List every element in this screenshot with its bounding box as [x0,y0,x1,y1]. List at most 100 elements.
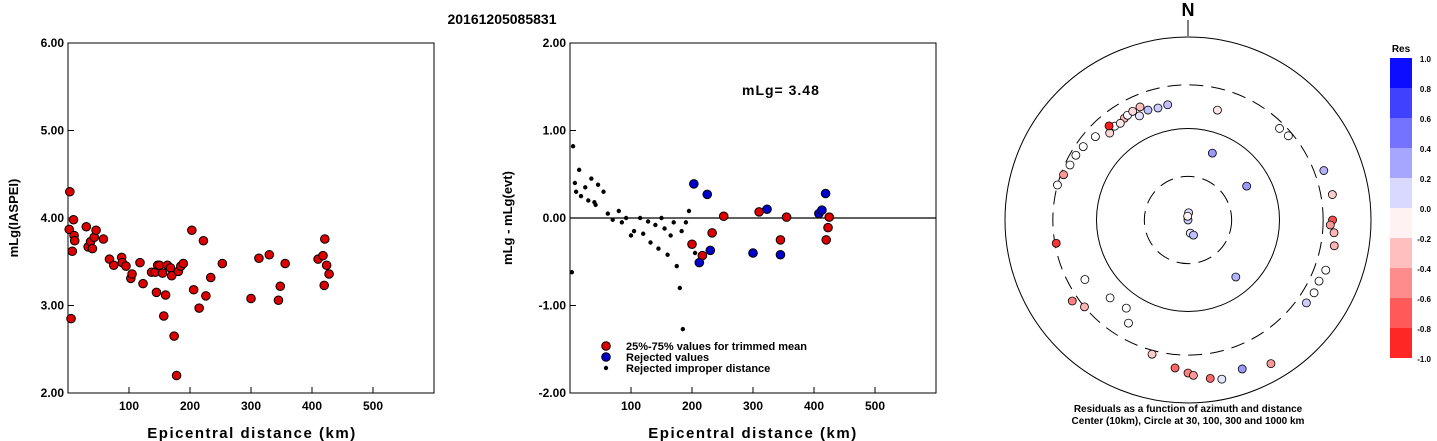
station-residual-point [1065,160,1075,170]
plot2-rejected-distance-point [569,270,575,275]
residual-vs-distance-panel: mLg - mLg(evt) Epicentral distance (km) … [500,36,937,441]
plot2-trimmed-mean-point [687,239,697,250]
plot1-data-point [178,258,189,269]
plot1-data-point [201,291,211,301]
station-residual-point [1329,241,1339,251]
range-ring-30km [1143,175,1233,265]
plot1-data-point [160,290,171,300]
range-ring-300km [1052,84,1324,356]
station-residual-point [1104,121,1114,131]
plot2-rejected-distance-point [668,233,673,238]
colorbar-tick-label: 0.0 [1420,205,1432,214]
plot2-rejected-distance-point [593,202,598,208]
plot1-data-point [217,258,228,269]
plot2-xtick-label: 500 [865,399,885,413]
plot1-data-point [275,281,286,292]
plot2-rejected-distance-point [570,144,576,149]
plot1-data-point [166,270,177,281]
legend-marker [601,352,611,362]
plot2-rejected-distance-point [659,215,664,221]
plot1-data-point [108,260,119,271]
plot2-xtick-label: 300 [743,399,763,413]
plot2-rejected-distance-point [648,240,653,245]
legend-marker [601,341,611,351]
plot1-data-point [157,268,168,278]
colorbar-band [1390,118,1412,148]
colorbar-band [1390,58,1412,88]
plot2-trimmed-mean-point [718,211,729,222]
station-residual-point [1143,105,1153,115]
plot1-data-point [169,331,179,341]
station-residual-point [1213,105,1222,115]
figure-title: 20161205085831 [447,11,556,27]
plot2-annotation: mLg= 3.48 [742,82,820,98]
plot1-data-point [324,269,334,279]
plot2-ylabel: mLg - mLg(evt) [500,171,515,265]
plot1-data-point [67,246,78,257]
plot1-data-point [319,280,330,291]
plot2-rejected-distance-point [677,285,682,291]
plot2-rejected-distance-point [679,228,684,234]
plot1-data-point [320,234,330,244]
plot1-ytick-label: 5.00 [41,124,65,138]
station-residual-point [1091,132,1100,142]
plot1-data-point [68,214,79,225]
station-residual-point [1124,318,1133,328]
colorbar-band [1390,88,1412,118]
plot2-rejected-distance-point [573,189,579,194]
plot1-xtick-label: 300 [241,399,261,413]
plot1-xtick-label: 100 [119,399,139,413]
colorbar-tick-label: 0.2 [1420,175,1432,184]
plot1-data-point [135,257,145,268]
plot1-data-point [188,284,199,295]
station-residual-point [1105,293,1115,303]
colorbar-tick-label: -0.6 [1417,295,1431,304]
plot1-xtick-label: 500 [363,399,383,413]
plot2-ytick-label: -1.00 [539,299,567,313]
plot2-rejected-distance-point [683,220,689,225]
range-ring-100km [1096,128,1280,312]
legend-label: Rejected values [626,352,709,364]
plot2-rejected-distance-point [645,219,651,224]
magnitude-vs-distance-panel: mLg(IASPEI) Epicentral distance (km) 100… [6,36,435,441]
plot1-data-point [318,250,328,261]
station-residual-point [1128,106,1138,116]
station-residual-point [1237,364,1247,374]
plot2-rejected-value-point [702,189,713,200]
plot2-rejected-distance-point [610,217,615,222]
station-residual-point [1329,228,1339,238]
plot2-rejected-distance-point [692,250,698,256]
plot1-data-point [66,313,76,324]
plot2-rejected-distance-point [680,326,686,332]
plot2-rejected-distance-point [631,228,637,234]
plot2-trimmed-mean-point [775,235,786,245]
plot1-xlabel: Epicentral distance (km) [147,425,356,441]
plot2-rejected-distance-point [595,182,601,187]
plot1-data-point [158,311,169,321]
plot1-data-point [65,186,75,197]
station-residual-point [1189,370,1198,380]
plot2-rejected-value-point [762,204,772,215]
colorbar-tick-label: 0.8 [1420,85,1432,94]
station-residual-point [1325,220,1335,230]
plot2-rejected-distance-point [674,263,679,269]
plot1-xtick-label: 400 [302,399,322,413]
plot1-frame [67,42,435,394]
plot2-rejected-distance-point [686,208,692,214]
plot2-rejected-value-point [694,257,705,268]
plot2-trimmed-mean-point [823,222,833,233]
plot2-ytick-label: 2.00 [543,36,567,50]
plot2-rejected-distance-point [628,233,634,238]
plot1-data-point [121,261,131,271]
colorbar-tick-label: -0.4 [1417,265,1431,274]
station-residual-point [1217,374,1227,384]
station-residual-point [1080,302,1089,312]
station-residual-point [1053,180,1062,190]
station-residual-point [1135,111,1144,121]
plot2-rejected-distance-point [656,246,661,251]
plot1-data-point [187,225,197,236]
plot2-rejected-distance-point [671,220,676,225]
legend-marker [603,365,609,371]
plot2-rejected-distance-point [601,189,606,194]
station-residual-point [1183,211,1193,221]
